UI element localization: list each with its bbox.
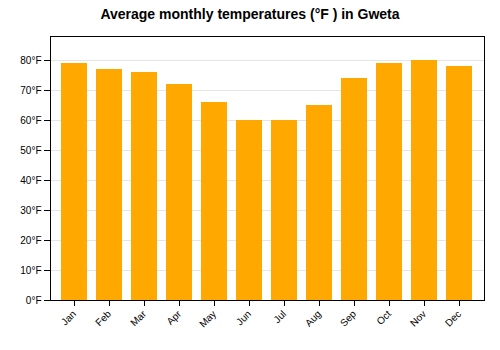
svg-text:Jan: Jan bbox=[59, 308, 78, 327]
svg-text:50°F: 50°F bbox=[20, 145, 41, 156]
svg-text:10°F: 10°F bbox=[20, 265, 41, 276]
svg-text:30°F: 30°F bbox=[20, 205, 41, 216]
svg-text:40°F: 40°F bbox=[20, 175, 41, 186]
svg-text:May: May bbox=[197, 308, 218, 329]
svg-text:80°F: 80°F bbox=[20, 55, 41, 66]
svg-text:Oct: Oct bbox=[374, 308, 393, 327]
svg-text:60°F: 60°F bbox=[20, 115, 41, 126]
svg-text:0°F: 0°F bbox=[26, 295, 42, 306]
svg-text:70°F: 70°F bbox=[20, 85, 41, 96]
svg-text:Nov: Nov bbox=[408, 308, 428, 328]
svg-text:Jul: Jul bbox=[271, 308, 288, 325]
svg-text:Dec: Dec bbox=[443, 308, 463, 328]
svg-text:Apr: Apr bbox=[164, 308, 183, 327]
html-text:Average monthly temperatures (: Average monthly temperatures (°F ) in Gw… bbox=[100, 6, 400, 22]
svg-text:Mar: Mar bbox=[128, 308, 148, 328]
svg-text:Jun: Jun bbox=[234, 308, 253, 327]
svg-text:Feb: Feb bbox=[93, 308, 113, 328]
svg-text:Sep: Sep bbox=[338, 308, 359, 329]
svg-text:Aug: Aug bbox=[303, 308, 323, 328]
svg-text:20°F: 20°F bbox=[20, 235, 41, 246]
